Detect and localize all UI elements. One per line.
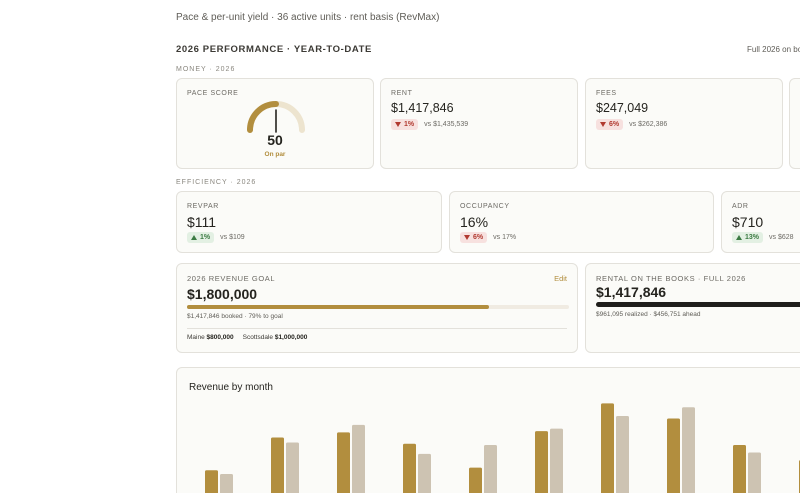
pace-score-caption: On par xyxy=(264,151,286,158)
efficiency-group-label: EFFICIENCY · 2026 xyxy=(176,179,257,186)
revenue-bar-series-2-month-1 xyxy=(220,473,233,493)
arrow-up-icon xyxy=(736,235,742,240)
adr-value: $710 xyxy=(732,214,764,230)
chart-title: Revenue by month xyxy=(189,382,273,393)
revenue-bar-series-1-month-6 xyxy=(535,431,548,493)
rent-delta-badge: 1% xyxy=(391,119,419,130)
revpar-compare: vs $109 xyxy=(220,234,245,241)
pace-score-card: PACE SCORE 50 On par xyxy=(176,78,374,169)
revenue-bar-series-2-month-4 xyxy=(418,453,431,493)
adr-delta-badge: 13% xyxy=(732,232,764,243)
fees-delta-badge: 6% xyxy=(596,119,624,130)
revpar-delta-badge: 1% xyxy=(187,232,215,243)
edit-goal-button[interactable]: Edit xyxy=(554,274,567,283)
revenue-bar-series-1-month-2 xyxy=(271,437,284,493)
revenue-chart xyxy=(205,403,800,493)
revenue-goal-card: 2026 REVENUE GOAL Edit $1,800,000 $1,417… xyxy=(176,263,578,353)
books-note: $961,095 realized · $456,751 ahead xyxy=(596,311,701,318)
revenue-bar-series-1-month-4 xyxy=(403,443,416,493)
goal-progress-bar xyxy=(187,305,569,309)
adr-compare: vs $628 xyxy=(769,234,794,241)
goal-splits: Maine $800,000 Scottsdale $1,000,000 xyxy=(187,334,307,341)
books-progress-bar xyxy=(596,302,800,307)
revpar-card: REVPAR $111 1% vs $109 xyxy=(176,191,442,253)
revpar-label: REVPAR xyxy=(187,203,219,210)
arrow-down-icon xyxy=(600,122,606,127)
goal-label: 2026 REVENUE GOAL xyxy=(187,274,276,283)
occupancy-label: OCCUPANCY xyxy=(460,203,510,210)
revenue-bar-series-1-month-8 xyxy=(667,418,680,493)
rent-card: RENT $1,417,846 1% vs $1,435,539 xyxy=(380,78,578,169)
goal-divider xyxy=(187,328,567,329)
books-value: $1,417,846 xyxy=(596,284,667,300)
goal-split-scottsdale: Scottsdale $1,000,000 xyxy=(242,334,308,341)
goal-split-maine: Maine $800,000 xyxy=(187,334,234,341)
rent-value: $1,417,846 xyxy=(391,101,454,115)
books-card: RENTAL ON THE BOOKS · FULL 2026 $1,417,8… xyxy=(585,263,800,353)
revenue-bar-series-2-month-7 xyxy=(616,416,629,493)
page-subtitle: Pace & per-unit yield · 36 active units … xyxy=(176,12,440,23)
adr-card: ADR $710 13% vs $628 xyxy=(721,191,800,253)
money-group-label: MONEY · 2026 xyxy=(176,66,236,73)
goal-progress-fill xyxy=(187,305,489,309)
rent-label: RENT xyxy=(391,90,413,97)
adr-label: ADR xyxy=(732,203,749,210)
occupancy-value: 16% xyxy=(460,214,489,230)
period-label: Full 2026 on books xyxy=(747,45,800,54)
revenue-bar-series-1-month-1 xyxy=(205,470,218,493)
revenue-bar-series-2-month-8 xyxy=(682,407,695,493)
goal-value: $1,800,000 xyxy=(187,286,258,302)
occupancy-card: OCCUPANCY 16% 6% vs 17% xyxy=(449,191,714,253)
fees-card: FEES $247,049 6% vs $262,386 xyxy=(585,78,783,169)
arrow-down-icon xyxy=(395,122,401,127)
revenue-bar-series-2-month-6 xyxy=(550,428,563,493)
fees-compare: vs $262,386 xyxy=(629,121,668,128)
books-label: RENTAL ON THE BOOKS · FULL 2026 xyxy=(596,274,746,283)
revenue-bar-series-2-month-3 xyxy=(352,424,365,493)
partial-card xyxy=(789,78,800,169)
pace-score-label: PACE SCORE xyxy=(187,90,239,97)
rent-compare: vs $1,435,539 xyxy=(424,121,469,128)
pace-gauge xyxy=(247,101,305,133)
revenue-bar-series-2-month-5 xyxy=(484,445,497,493)
revenue-bar-series-1-month-5 xyxy=(469,467,482,493)
goal-note: $1,417,846 booked · 79% to goal xyxy=(187,313,283,320)
fees-label: FEES xyxy=(596,90,617,97)
occupancy-delta-badge: 6% xyxy=(460,232,488,243)
revenue-bar-series-2-month-2 xyxy=(286,442,299,493)
revenue-bar-series-1-month-7 xyxy=(601,403,614,493)
section-title: 2026 PERFORMANCE · YEAR-TO-DATE xyxy=(176,44,372,55)
arrow-up-icon xyxy=(191,235,197,240)
fees-value: $247,049 xyxy=(596,101,649,115)
pace-score-value: 50 xyxy=(267,132,283,148)
revenue-chart-card: Revenue by month xyxy=(176,367,800,493)
revpar-value: $111 xyxy=(187,214,217,230)
revenue-bar-series-1-month-9 xyxy=(733,445,746,493)
revenue-bar-series-1-month-3 xyxy=(337,432,350,493)
occupancy-compare: vs 17% xyxy=(493,234,517,241)
arrow-down-icon xyxy=(464,235,470,240)
revenue-bar-series-2-month-9 xyxy=(748,452,761,493)
